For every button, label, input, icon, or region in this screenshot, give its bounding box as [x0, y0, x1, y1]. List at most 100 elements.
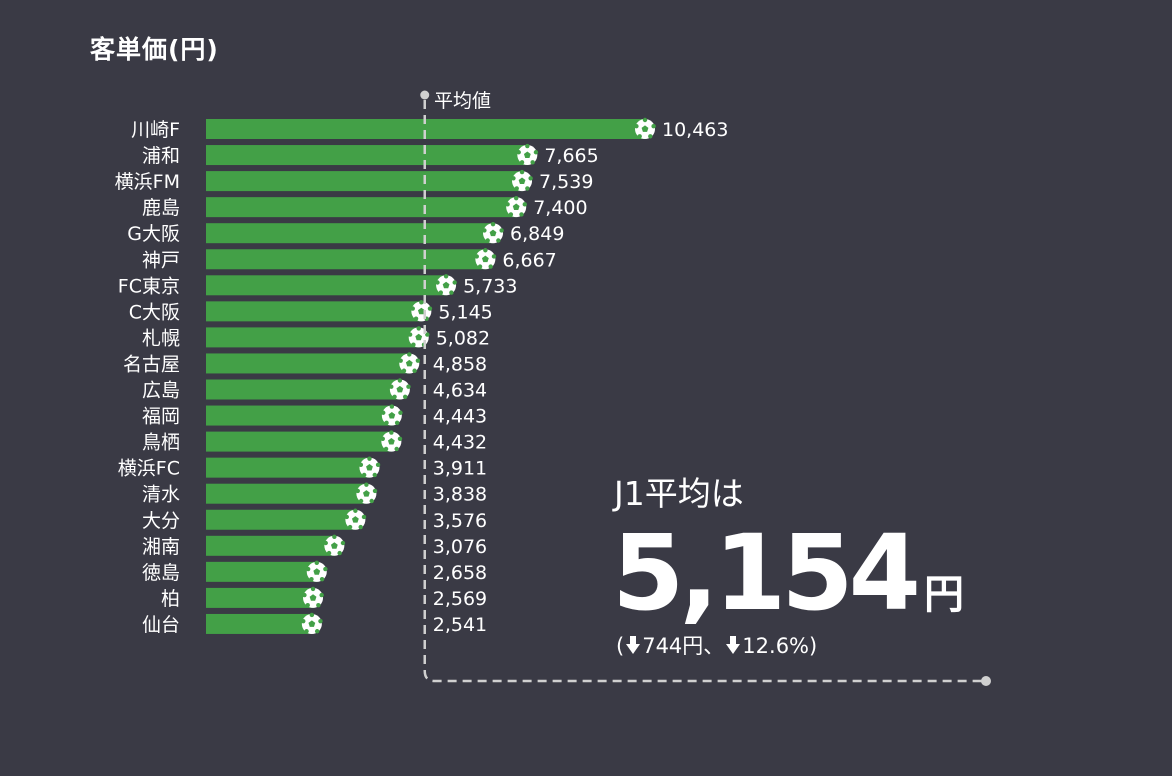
soccer-ball-icon — [474, 248, 497, 270]
soccer-ball-patch — [358, 498, 364, 504]
soccer-ball-patch — [508, 212, 514, 217]
soccer-ball-patch — [525, 186, 530, 191]
soccer-ball-pentagon — [489, 229, 497, 237]
soccer-ball-pentagon — [442, 281, 450, 289]
soccer-ball-patch — [411, 342, 416, 347]
bar — [206, 197, 518, 218]
soccer-ball-patch — [637, 134, 642, 139]
category-label: 福岡 — [142, 406, 180, 428]
soccer-ball-icon — [398, 352, 421, 374]
soccer-ball-patch — [438, 290, 443, 295]
soccer-ball-patch — [406, 384, 411, 389]
soccer-ball-patch — [519, 160, 525, 165]
value-label: 6,667 — [502, 249, 556, 271]
average-line-label: 平均値 — [434, 90, 492, 112]
bar — [206, 223, 495, 244]
soccer-ball-icon — [301, 612, 323, 634]
category-label: 名古屋 — [123, 353, 180, 375]
soccer-ball-pentagon — [641, 125, 649, 132]
value-label: 3,911 — [433, 458, 487, 480]
soccer-ball-patch — [364, 482, 369, 487]
soccer-ball-patch — [358, 524, 363, 530]
bar — [206, 405, 393, 426]
soccer-ball-patch — [316, 603, 321, 608]
bar — [206, 171, 524, 192]
soccer-ball-patch — [323, 566, 328, 572]
soccer-ball-pentagon — [309, 594, 317, 601]
soccer-ball-pentagon — [523, 151, 531, 158]
callout-unit: 円 — [923, 572, 964, 618]
soccer-ball-icon — [355, 482, 378, 504]
value-label: 2,658 — [433, 562, 487, 584]
soccer-ball-patch — [435, 280, 440, 285]
soccer-ball-patch — [305, 566, 311, 572]
average-callout: J1平均は 5,154 円 (744円、 12.6%) — [612, 474, 1012, 660]
category-label: 柏 — [161, 588, 180, 610]
soccer-ball-pentagon — [388, 411, 396, 419]
category-label: 仙台 — [142, 614, 180, 636]
value-label: 3,838 — [433, 484, 487, 506]
soccer-ball-patch — [384, 420, 389, 426]
soccer-ball-patch — [413, 316, 419, 321]
category-label: 湘南 — [142, 536, 180, 558]
value-label: 5,733 — [463, 275, 517, 297]
soccer-ball-patch — [483, 248, 488, 253]
soccer-ball-patch — [344, 514, 349, 520]
soccer-ball-patch — [477, 264, 483, 269]
soccer-ball-patch — [401, 368, 407, 373]
soccer-ball-icon — [389, 378, 411, 400]
soccer-ball-patch — [301, 618, 306, 624]
soccer-ball-patch — [337, 550, 342, 556]
soccer-ball-patch — [516, 150, 521, 155]
soccer-ball-patch — [525, 143, 530, 149]
soccer-ball-pentagon — [481, 255, 489, 263]
category-label: C大阪 — [129, 301, 180, 323]
soccer-ball-icon — [435, 274, 457, 296]
soccer-ball-patch — [318, 618, 323, 624]
soccer-ball-patch — [302, 592, 307, 598]
soccer-ball-patch — [415, 358, 421, 363]
category-label: 川崎F — [131, 119, 180, 141]
soccer-ball-pentagon — [362, 490, 370, 497]
soccer-ball-patch — [443, 274, 449, 279]
value-label: 5,145 — [438, 301, 492, 323]
callout-value: 5,154 — [612, 512, 921, 634]
soccer-ball-patch — [314, 560, 319, 566]
soccer-ball-patch — [310, 586, 316, 592]
soccer-ball-patch — [304, 629, 309, 634]
soccer-ball-patch — [372, 488, 378, 494]
soccer-ball-icon — [381, 404, 403, 426]
soccer-ball-patch — [398, 410, 403, 415]
category-label: 鹿島 — [142, 197, 180, 219]
bar — [206, 379, 401, 400]
soccer-ball-patch — [410, 306, 415, 311]
soccer-ball-icon — [305, 560, 328, 582]
soccer-ball-patch — [397, 436, 403, 441]
soccer-ball-patch — [332, 534, 337, 539]
soccer-ball-patch — [419, 300, 424, 305]
soccer-ball-icon — [511, 169, 533, 192]
soccer-ball-patch — [309, 612, 315, 618]
soccer-ball-pentagon — [387, 438, 395, 445]
soccer-ball-patch — [425, 332, 430, 337]
soccer-ball-patch — [323, 540, 328, 546]
soccer-ball-patch — [642, 117, 648, 123]
bar — [206, 457, 371, 478]
category-label: G大阪 — [127, 223, 180, 245]
down-arrow-icon — [726, 636, 741, 654]
soccer-ball-pentagon — [417, 307, 425, 315]
soccer-ball-patch — [389, 384, 394, 389]
bar — [206, 353, 411, 374]
soccer-ball-patch — [380, 436, 385, 441]
value-label: 7,665 — [544, 145, 598, 167]
category-label: 神戸 — [142, 249, 180, 271]
bar — [206, 327, 420, 348]
soccer-ball-icon — [516, 143, 539, 166]
category-label: 横浜FM — [115, 171, 180, 193]
value-label: 5,082 — [436, 327, 490, 349]
bar — [206, 509, 357, 530]
soccer-ball-patch — [474, 254, 479, 259]
bar — [206, 119, 646, 139]
soccer-ball-patch — [488, 264, 493, 269]
